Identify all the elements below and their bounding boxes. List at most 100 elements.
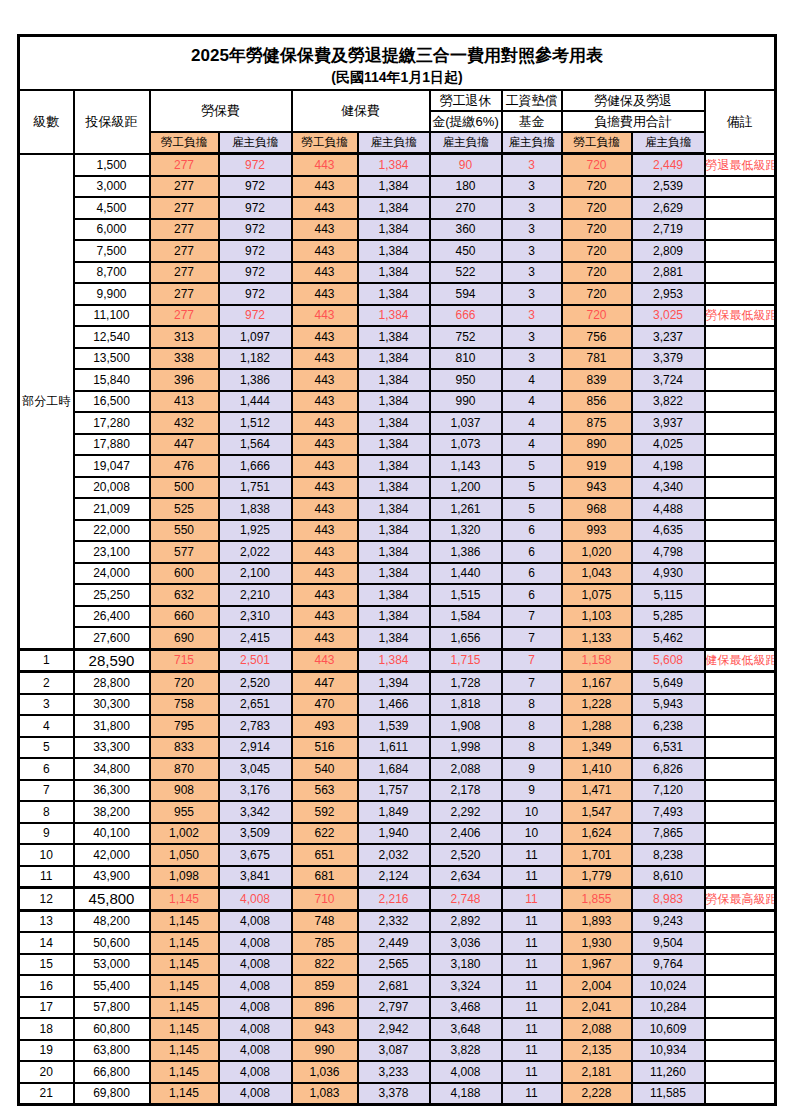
health-ins-employer-cell: 2,797 bbox=[358, 997, 430, 1019]
total-employee-cell: 1,410 bbox=[562, 758, 632, 780]
bracket-cell: 19,047 bbox=[74, 455, 150, 477]
total-employer-cell: 11,585 bbox=[632, 1083, 705, 1105]
total-employer-cell: 10,284 bbox=[632, 997, 705, 1019]
wage-fund-employer-cell: 4 bbox=[502, 434, 562, 456]
labor-ins-employer-cell: 1,182 bbox=[219, 348, 292, 370]
labor-ins-employer-cell: 4,008 bbox=[219, 1083, 292, 1105]
labor-ins-employer-cell: 1,751 bbox=[219, 477, 292, 499]
total-employee-cell: 1,133 bbox=[562, 627, 632, 649]
table-row: 部分工時1,5002779724431,3849037202,449勞退最低級距 bbox=[19, 154, 776, 176]
labor-ins-employee-cell: 1,098 bbox=[150, 866, 219, 888]
col-header-bracket: 投保級距 bbox=[74, 90, 150, 154]
bracket-cell: 6,000 bbox=[74, 219, 150, 241]
level-cell: 5 bbox=[19, 737, 74, 759]
total-employer-cell: 4,930 bbox=[632, 563, 705, 585]
total-employer-cell: 6,826 bbox=[632, 758, 705, 780]
health-ins-employee-cell: 443 bbox=[292, 369, 358, 391]
health-ins-employee-cell: 540 bbox=[292, 758, 358, 780]
bracket-cell: 36,300 bbox=[74, 780, 150, 802]
health-ins-employee-cell: 443 bbox=[292, 434, 358, 456]
labor-ins-employee-cell: 277 bbox=[150, 305, 219, 327]
pension-employer-cell: 1,320 bbox=[430, 520, 502, 542]
bracket-cell: 28,590 bbox=[74, 649, 150, 672]
labor-ins-employee-cell: 1,145 bbox=[150, 997, 219, 1019]
pension-employer-cell: 1,386 bbox=[430, 541, 502, 563]
table-row: 1963,8001,1454,0089903,0873,828112,13510… bbox=[19, 1040, 776, 1062]
table-row: 26,4006602,3104431,3841,58471,1035,285 bbox=[19, 606, 776, 628]
pension-employer-cell: 1,261 bbox=[430, 498, 502, 520]
level-cell: 6 bbox=[19, 758, 74, 780]
pension-employer-cell: 1,908 bbox=[430, 715, 502, 737]
bracket-cell: 45,800 bbox=[74, 888, 150, 911]
total-employer-cell: 2,881 bbox=[632, 262, 705, 284]
labor-ins-employee-cell: 1,002 bbox=[150, 823, 219, 845]
health-ins-employer-cell: 1,384 bbox=[358, 498, 430, 520]
bracket-cell: 16,500 bbox=[74, 391, 150, 413]
col-header-level: 級數 bbox=[19, 90, 74, 154]
health-ins-employee-cell: 443 bbox=[292, 305, 358, 327]
table-row: 1143,9001,0983,8416812,1242,634111,7798,… bbox=[19, 866, 776, 888]
labor-ins-employee-cell: 1,145 bbox=[150, 954, 219, 976]
labor-ins-employee-cell: 1,145 bbox=[150, 1040, 219, 1062]
total-employer-cell: 2,539 bbox=[632, 176, 705, 198]
total-employer-cell: 9,764 bbox=[632, 954, 705, 976]
remark-cell bbox=[705, 844, 776, 866]
total-employee-cell: 1,930 bbox=[562, 932, 632, 954]
labor-ins-employee-cell: 413 bbox=[150, 391, 219, 413]
total-employer-cell: 3,379 bbox=[632, 348, 705, 370]
col-header-wage-fund-line1: 工資墊償 bbox=[502, 90, 562, 111]
level-cell: 9 bbox=[19, 823, 74, 845]
remark-cell bbox=[705, 369, 776, 391]
total-employee-cell: 1,624 bbox=[562, 823, 632, 845]
bracket-cell: 15,840 bbox=[74, 369, 150, 391]
total-employee-cell: 993 bbox=[562, 520, 632, 542]
subheader-total-employer: 雇主負擔 bbox=[632, 132, 705, 154]
total-employer-cell: 2,809 bbox=[632, 240, 705, 262]
health-ins-employee-cell: 443 bbox=[292, 283, 358, 305]
labor-ins-employee-cell: 908 bbox=[150, 780, 219, 802]
health-ins-employer-cell: 1,849 bbox=[358, 801, 430, 823]
health-ins-employee-cell: 859 bbox=[292, 975, 358, 997]
health-ins-employee-cell: 443 bbox=[292, 498, 358, 520]
wage-fund-employer-cell: 10 bbox=[502, 801, 562, 823]
total-employee-cell: 1,471 bbox=[562, 780, 632, 802]
labor-ins-employee-cell: 632 bbox=[150, 584, 219, 606]
labor-ins-employer-cell: 1,512 bbox=[219, 412, 292, 434]
wage-fund-employer-cell: 3 bbox=[502, 305, 562, 327]
total-employer-cell: 5,115 bbox=[632, 584, 705, 606]
remark-cell: 勞退最低級距 bbox=[705, 154, 776, 176]
bracket-cell: 27,600 bbox=[74, 627, 150, 649]
remark-cell bbox=[705, 219, 776, 241]
labor-ins-employer-cell: 1,564 bbox=[219, 434, 292, 456]
table-row: 634,8008703,0455401,6842,08891,4106,826 bbox=[19, 758, 776, 780]
pension-employer-cell: 1,728 bbox=[430, 672, 502, 694]
remark-cell bbox=[705, 758, 776, 780]
col-header-total-line1: 勞健保及勞退 bbox=[562, 90, 705, 111]
labor-ins-employer-cell: 1,444 bbox=[219, 391, 292, 413]
remark-cell bbox=[705, 563, 776, 585]
wage-fund-employer-cell: 10 bbox=[502, 823, 562, 845]
health-ins-employer-cell: 1,466 bbox=[358, 694, 430, 716]
remark-cell bbox=[705, 866, 776, 888]
bracket-cell: 25,250 bbox=[74, 584, 150, 606]
total-employee-cell: 919 bbox=[562, 455, 632, 477]
remark-cell bbox=[705, 1083, 776, 1105]
bracket-cell: 38,200 bbox=[74, 801, 150, 823]
health-ins-employer-cell: 2,032 bbox=[358, 844, 430, 866]
pension-employer-cell: 2,088 bbox=[430, 758, 502, 780]
labor-ins-employee-cell: 1,145 bbox=[150, 975, 219, 997]
pension-employer-cell: 2,178 bbox=[430, 780, 502, 802]
total-employer-cell: 5,285 bbox=[632, 606, 705, 628]
health-ins-employee-cell: 592 bbox=[292, 801, 358, 823]
wage-fund-employer-cell: 4 bbox=[502, 391, 562, 413]
total-employer-cell: 10,024 bbox=[632, 975, 705, 997]
labor-ins-employee-cell: 690 bbox=[150, 627, 219, 649]
level-cell: 11 bbox=[19, 866, 74, 888]
remark-cell bbox=[705, 197, 776, 219]
health-ins-employer-cell: 1,384 bbox=[358, 520, 430, 542]
bracket-cell: 3,000 bbox=[74, 176, 150, 198]
wage-fund-employer-cell: 5 bbox=[502, 455, 562, 477]
labor-ins-employer-cell: 3,675 bbox=[219, 844, 292, 866]
total-employer-cell: 3,937 bbox=[632, 412, 705, 434]
bracket-cell: 55,400 bbox=[74, 975, 150, 997]
